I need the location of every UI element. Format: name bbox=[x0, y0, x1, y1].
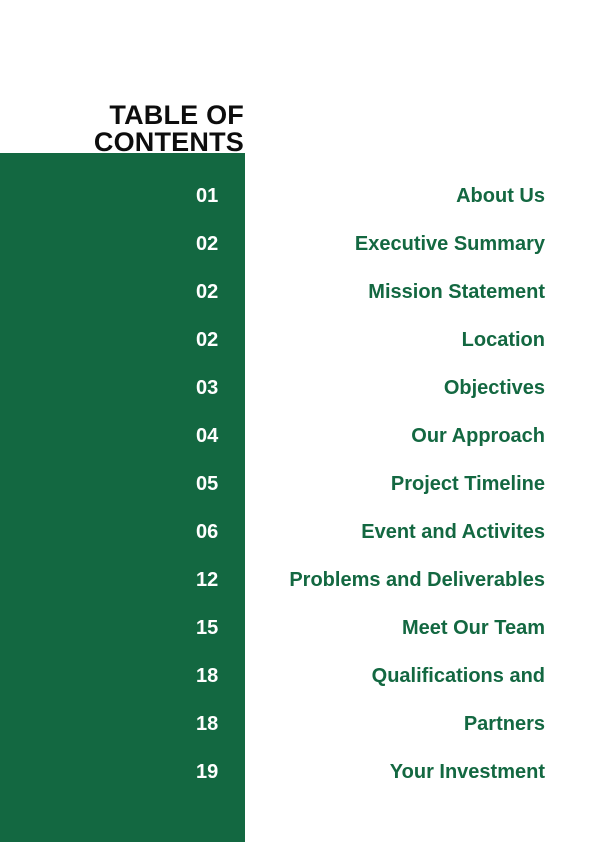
toc-page-number: 02 bbox=[196, 329, 219, 351]
toc-item-label: Executive Summary bbox=[354, 233, 545, 255]
toc-page-number: 18 bbox=[196, 665, 219, 687]
toc-item-label: Meet Our Team bbox=[402, 617, 545, 639]
title-line-2: CONTENTS bbox=[93, 127, 244, 158]
toc-item-label: Partners bbox=[463, 713, 545, 735]
toc-page-number: 06 bbox=[196, 521, 219, 543]
toc-item-mission-statement[interactable]: 02 Mission Statement bbox=[0, 274, 596, 322]
title-line-1: TABLE OF bbox=[109, 100, 244, 131]
toc-page-number: 18 bbox=[196, 713, 219, 735]
toc-item-qualifications-and[interactable]: 18 Qualifications and bbox=[0, 658, 596, 706]
toc-page-number: 15 bbox=[196, 617, 219, 639]
toc-item-label: About Us bbox=[456, 185, 545, 207]
toc-item-project-timeline[interactable]: 05 Project Timeline bbox=[0, 466, 596, 514]
toc-item-label: Location bbox=[461, 329, 545, 351]
toc-item-problems-and-deliverables[interactable]: 12 Problems and Deliverables bbox=[0, 562, 596, 610]
toc-item-label: Event and Activites bbox=[361, 521, 545, 543]
table-of-contents-list: 01 About Us 02 Executive Summary 02 Miss… bbox=[0, 178, 596, 802]
toc-page-number: 05 bbox=[196, 473, 219, 495]
toc-item-our-approach[interactable]: 04 Our Approach bbox=[0, 418, 596, 466]
toc-page-number: 04 bbox=[196, 425, 219, 447]
toc-item-objectives[interactable]: 03 Objectives bbox=[0, 370, 596, 418]
page-title: TABLE OF CONTENTS bbox=[94, 102, 244, 156]
toc-page-number: 02 bbox=[196, 281, 219, 303]
green-sidebar-panel bbox=[0, 153, 245, 842]
toc-item-label: Problems and Deliverables bbox=[289, 569, 545, 591]
toc-item-label: Qualifications and bbox=[371, 665, 545, 687]
toc-item-your-investment[interactable]: 19 Your Investment bbox=[0, 754, 596, 802]
toc-item-partners[interactable]: 18 Partners bbox=[0, 706, 596, 754]
toc-item-label: Objectives bbox=[443, 377, 545, 399]
toc-item-about-us[interactable]: 01 About Us bbox=[0, 178, 596, 226]
toc-page-number: 12 bbox=[196, 569, 219, 591]
toc-item-meet-our-team[interactable]: 15 Meet Our Team bbox=[0, 610, 596, 658]
toc-item-executive-summary[interactable]: 02 Executive Summary bbox=[0, 226, 596, 274]
toc-item-label: Your Investment bbox=[389, 761, 545, 783]
toc-page-number: 03 bbox=[196, 377, 219, 399]
toc-item-label: Mission Statement bbox=[368, 281, 545, 303]
toc-item-event-and-activites[interactable]: 06 Event and Activites bbox=[0, 514, 596, 562]
toc-page-number: 01 bbox=[196, 185, 219, 207]
toc-item-label: Project Timeline bbox=[390, 473, 545, 495]
toc-item-label: Our Approach bbox=[411, 425, 545, 447]
toc-page-number: 19 bbox=[196, 761, 219, 783]
toc-page-number: 02 bbox=[196, 233, 219, 255]
toc-item-location[interactable]: 02 Location bbox=[0, 322, 596, 370]
